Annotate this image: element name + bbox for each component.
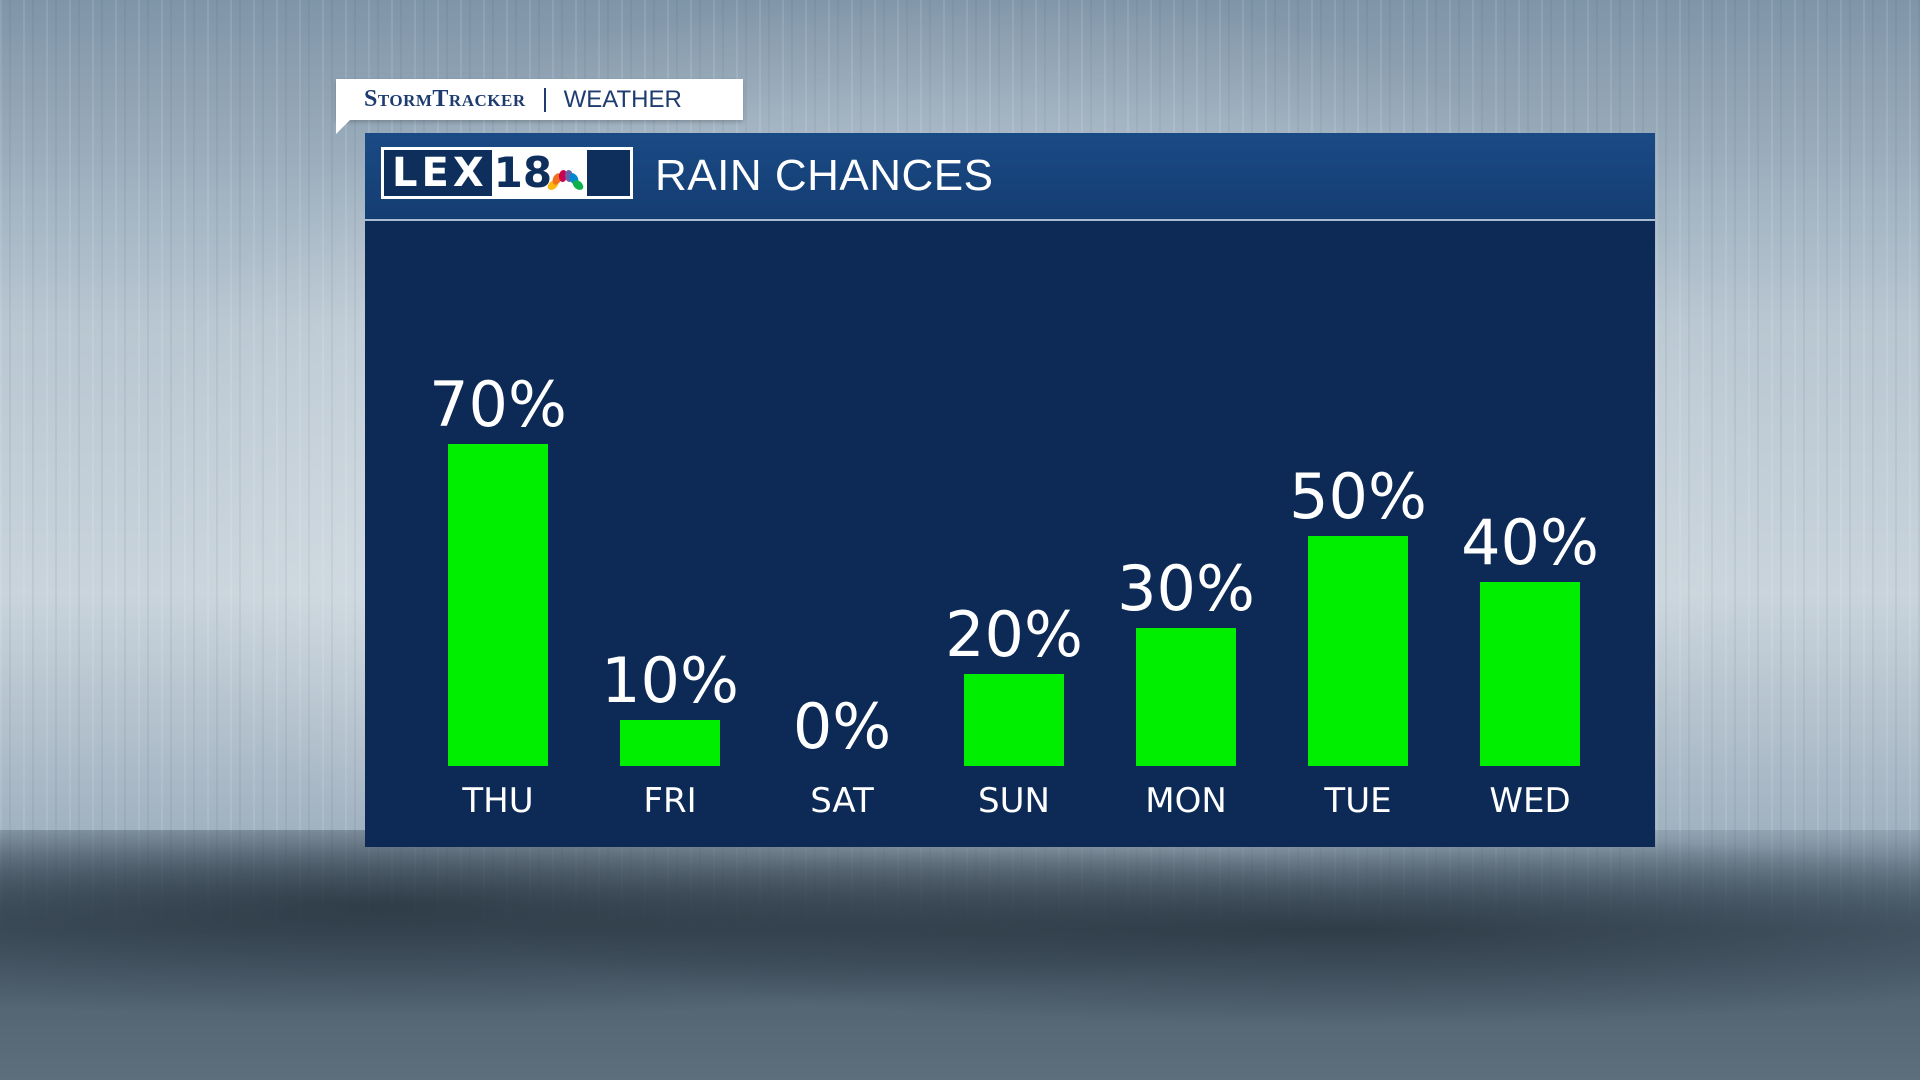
logo-letters: LEX	[392, 150, 488, 196]
category-label-sun: SUN	[978, 781, 1050, 821]
value-label-sun: 20%	[945, 598, 1083, 671]
value-label-fri: 10%	[601, 644, 739, 717]
peacock-icon	[547, 170, 583, 190]
value-label-tue: 50%	[1289, 460, 1427, 533]
value-label-mon: 30%	[1117, 552, 1255, 625]
panel-title: RAIN CHANCES	[655, 151, 994, 200]
weather-label: WEATHER	[563, 85, 682, 113]
value-label-sat: 0%	[793, 690, 891, 763]
category-label-tue: TUE	[1323, 781, 1391, 821]
category-label-sat: SAT	[810, 781, 874, 821]
tab-notch	[336, 120, 350, 134]
bar-sun	[964, 674, 1064, 766]
category-label-wed: WED	[1489, 781, 1570, 821]
panel-header: LEX 18 RAIN CHANCES	[365, 133, 1655, 221]
value-label-thu: 70%	[429, 368, 567, 441]
category-label-thu: THU	[461, 781, 533, 821]
bar-mon	[1136, 628, 1236, 766]
rain-background	[0, 830, 1920, 1080]
brand-divider	[543, 87, 546, 112]
bar-tue	[1308, 536, 1408, 766]
bar-thu	[448, 444, 548, 766]
rain-chances-panel: LEX 18 RAIN CHANCES 70% THU 10% FRI 0% SAT 20%…	[365, 133, 1655, 847]
category-label-fri: FRI	[643, 781, 696, 821]
stormtracker-brand-tab: StormTracker WEATHER	[336, 79, 743, 134]
station-logo: LEX 18	[381, 147, 633, 199]
category-label-mon: MON	[1145, 781, 1227, 821]
rain-chance-bar-chart: 70% THU 10% FRI 0% SAT 20% SUN 30% MON 50% TUE 40% WE…	[429, 368, 1599, 821]
logo-number-box: 18	[491, 148, 587, 197]
stormtracker-label: StormTracker	[364, 86, 526, 112]
value-label-wed: 40%	[1461, 506, 1599, 579]
bar-fri	[620, 720, 720, 766]
bar-wed	[1480, 582, 1580, 766]
logo-number: 18	[493, 148, 553, 197]
